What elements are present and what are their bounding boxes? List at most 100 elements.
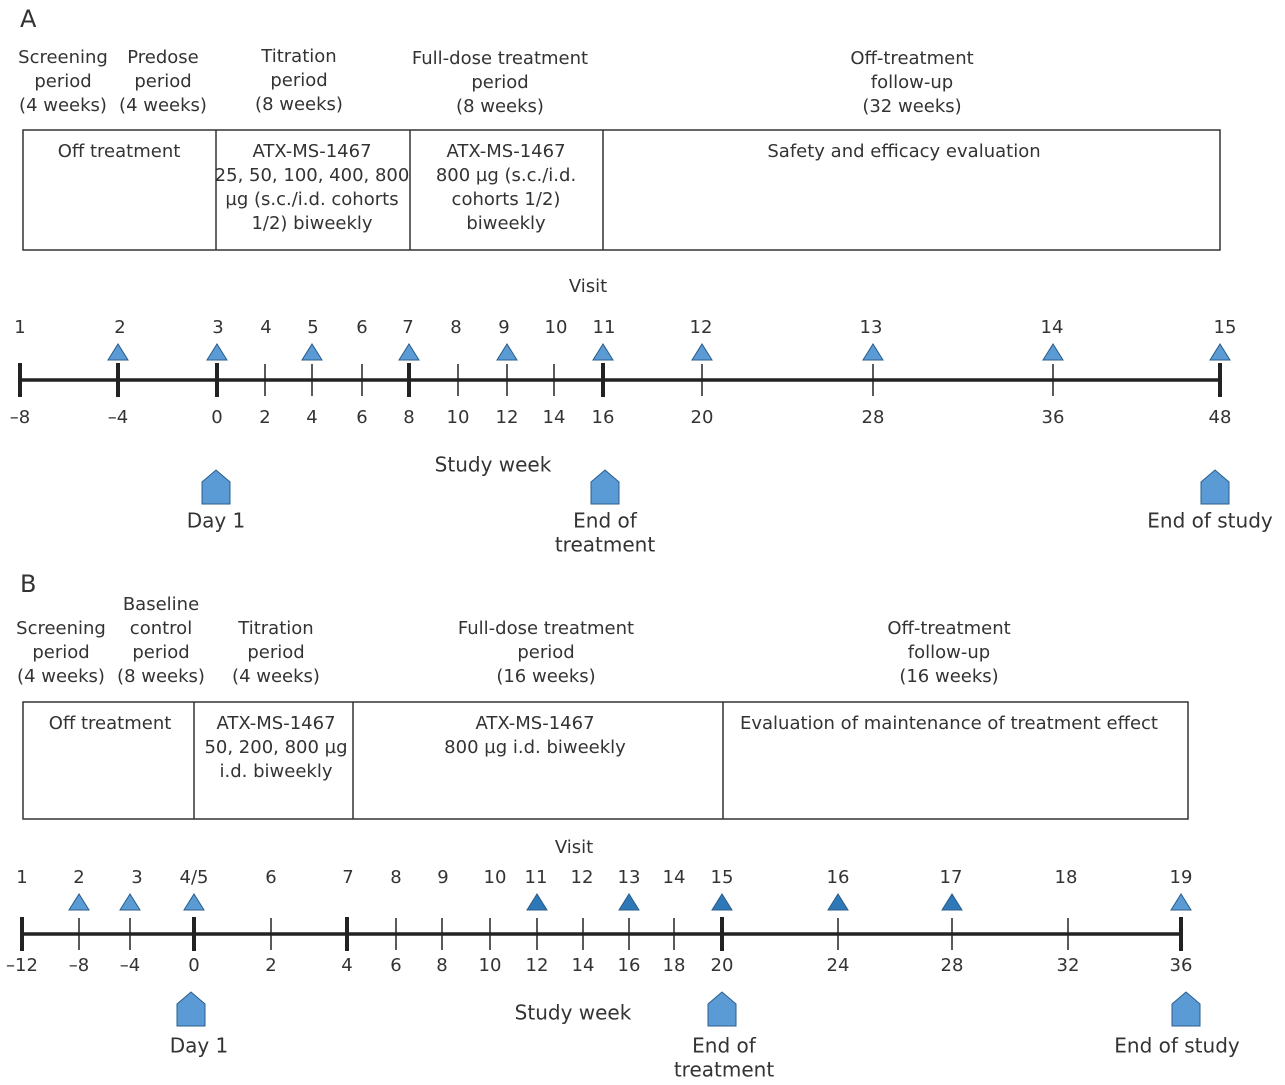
period-header: Screening	[18, 47, 108, 68]
week-number: –4	[108, 407, 128, 428]
visit-triangle	[107, 343, 129, 361]
panel-label: B	[20, 570, 36, 598]
milestone-icon	[201, 469, 231, 505]
visit-label: Visit	[555, 837, 593, 858]
visit-number: 14	[663, 867, 686, 888]
visit-triangle	[1170, 893, 1192, 911]
visit-number: 18	[1055, 867, 1078, 888]
week-number: 24	[827, 955, 850, 976]
period-header: period	[517, 642, 574, 663]
week-number: 4	[306, 407, 317, 428]
milestone-label: treatment	[555, 533, 655, 557]
visit-triangle	[68, 893, 90, 911]
period-box	[22, 701, 1189, 820]
week-number: 2	[259, 407, 270, 428]
visit-triangle	[1042, 343, 1064, 361]
week-number: –4	[120, 955, 140, 976]
visit-number: 11	[593, 317, 616, 338]
week-number: –12	[6, 955, 38, 976]
milestone-icon	[590, 469, 620, 505]
period-header: (4 weeks)	[119, 95, 207, 116]
period-cell-text: Off treatment	[58, 141, 181, 162]
period-cell-text: 50, 200, 800 µg	[204, 737, 347, 758]
visit-number: 12	[571, 867, 594, 888]
period-header: Off-treatment	[887, 618, 1010, 639]
visit-number: 17	[940, 867, 963, 888]
visit-number: 10	[484, 867, 507, 888]
visit-triangle	[526, 893, 548, 911]
visit-triangle	[711, 893, 733, 911]
period-cell-text: Off treatment	[49, 713, 172, 734]
period-header: Predose	[127, 47, 199, 68]
visit-triangle	[496, 343, 518, 361]
visit-triangle	[301, 343, 323, 361]
visit-triangle	[1209, 343, 1231, 361]
period-cell-text: biweekly	[466, 213, 546, 234]
visit-number: 6	[356, 317, 367, 338]
visit-number: 6	[265, 867, 276, 888]
period-header: Full-dose treatment	[458, 618, 634, 639]
visit-number: 2	[114, 317, 125, 338]
period-header: (32 weeks)	[862, 96, 961, 117]
period-header: period	[270, 70, 327, 91]
study-week-label: Study week	[515, 1001, 632, 1025]
visit-number: 15	[711, 867, 734, 888]
week-number: 12	[496, 407, 519, 428]
period-header: (4 weeks)	[19, 95, 107, 116]
week-number: 14	[572, 955, 595, 976]
visit-triangle	[827, 893, 849, 911]
milestone-label: Day 1	[170, 1034, 229, 1058]
visit-number: 11	[525, 867, 548, 888]
period-header: Off-treatment	[850, 48, 973, 69]
week-number: 10	[447, 407, 470, 428]
visit-triangle	[398, 343, 420, 361]
week-number: 48	[1209, 407, 1232, 428]
week-number: 10	[479, 955, 502, 976]
period-header: Titration	[237, 618, 313, 639]
week-number: 0	[211, 407, 222, 428]
week-number: 28	[941, 955, 964, 976]
panel-label: A	[20, 5, 37, 33]
milestone-label: End of	[573, 509, 638, 533]
milestone-icon	[1200, 469, 1230, 505]
visit-number: 12	[690, 317, 713, 338]
period-cell-text: i.d. biweekly	[220, 761, 333, 782]
visit-triangle	[592, 343, 614, 361]
milestone-label: End of study	[1147, 509, 1273, 533]
visit-number: 13	[618, 867, 641, 888]
week-number: 12	[526, 955, 549, 976]
visit-number: 19	[1170, 867, 1193, 888]
period-header: (16 weeks)	[899, 666, 998, 687]
period-cell-text: ATX-MS-1467	[216, 713, 335, 734]
week-number: –8	[69, 955, 89, 976]
visit-number: 15	[1214, 317, 1237, 338]
week-number: 20	[691, 407, 714, 428]
visit-number: 13	[860, 317, 883, 338]
period-cell-text: 800 µg i.d. biweekly	[444, 737, 626, 758]
period-cell-text: ATX-MS-1467	[475, 713, 594, 734]
milestone-label: End of study	[1114, 1034, 1240, 1058]
week-number: 36	[1042, 407, 1065, 428]
period-header: control	[130, 618, 192, 639]
period-header: period	[247, 642, 304, 663]
visit-number: 8	[390, 867, 401, 888]
visit-number: 2	[73, 867, 84, 888]
visit-triangle	[691, 343, 713, 361]
week-number: 6	[390, 955, 401, 976]
visit-number: 10	[545, 317, 568, 338]
milestone-label: treatment	[674, 1058, 774, 1082]
period-header: Titration	[260, 46, 336, 67]
week-number: 18	[663, 955, 686, 976]
period-header: (4 weeks)	[17, 666, 105, 687]
week-number: 28	[862, 407, 885, 428]
period-cell-text: Safety and efficacy evaluation	[767, 141, 1040, 162]
period-header: (4 weeks)	[232, 666, 320, 687]
week-number: 4	[341, 955, 352, 976]
visit-triangle	[941, 893, 963, 911]
week-number: 2	[265, 955, 276, 976]
period-header: follow-up	[908, 642, 990, 663]
study-week-label: Study week	[435, 453, 552, 477]
period-cell-text: 25, 50, 100, 400, 800	[215, 165, 410, 186]
week-number: 8	[436, 955, 447, 976]
period-header: Screening	[16, 618, 106, 639]
